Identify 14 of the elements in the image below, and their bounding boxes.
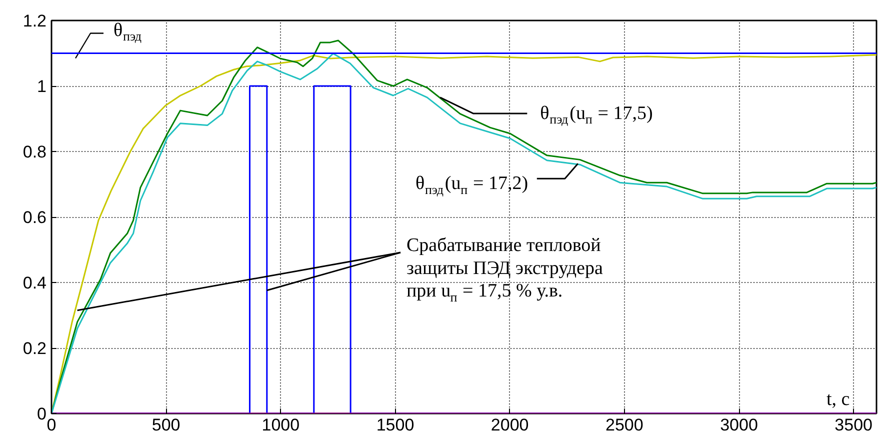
y-tick-label: 0.6 [22,208,47,227]
x-tick-label: 1500 [376,416,414,434]
x-tick-label: 2000 [490,416,529,434]
x-tick-label: 3500 [834,416,872,434]
y-tick-label: 1.2 [22,12,47,30]
y-tick-label: 0.2 [22,339,47,358]
y-tick-label: 0.4 [22,274,47,292]
y-tick-label: 0.8 [22,142,47,162]
y-tick-label: 1 [37,77,47,96]
x-tick-label: 2500 [606,416,644,434]
x-tick-label: 3000 [720,416,758,434]
x-tick-label: 500 [152,416,180,434]
x-tick-label: 1000 [262,416,300,434]
x-axis-title: t, с [826,389,850,410]
